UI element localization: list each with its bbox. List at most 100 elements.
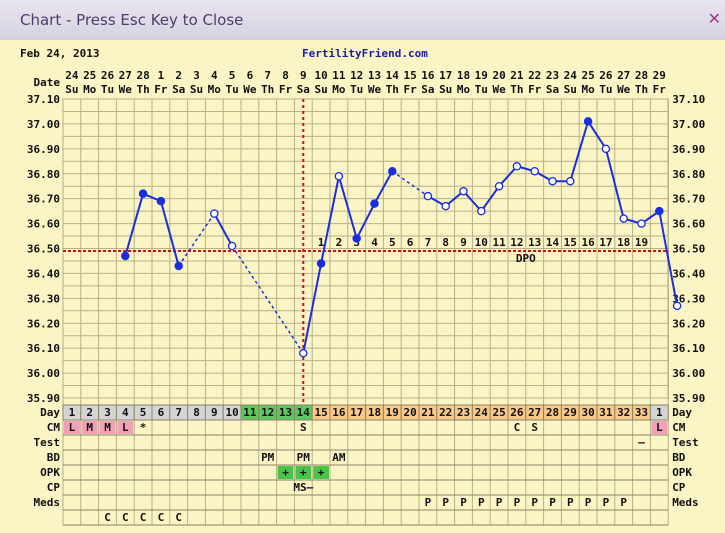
weekday-label: Su [314,83,327,96]
chart-date: Feb 24, 2013 [20,47,100,60]
temp-point [174,261,183,271]
date-label: 16 [421,69,435,82]
y-tick-label-left: 37.00 [27,118,60,131]
y-tick-label-right: 36.10 [672,342,705,355]
temp-segment [498,165,518,187]
date-label: 10 [314,69,327,82]
cycle-day-number: 4 [122,406,129,419]
date-label: 4 [211,69,218,82]
temp-segment [178,213,215,267]
weekday-label: We [119,83,133,96]
weekday-label: We [243,83,257,96]
temp-point [619,214,628,223]
y-tick-label-left: 36.00 [27,367,60,380]
weekday-label: Mo [332,83,346,96]
date-label: 25 [83,69,96,82]
weekday-label: Sa [172,83,185,96]
date-label: 29 [653,69,666,82]
cycle-day-number: 18 [368,406,381,419]
site-link[interactable]: FertilityFriend.com [302,47,428,60]
row-label-right: Meds [672,496,699,509]
meds-value: P [549,496,556,509]
row-label-left: OPK [40,466,60,479]
weekday-label: Fr [279,83,293,96]
cm-value: L [656,421,663,434]
date-label: 14 [386,69,400,82]
weekday-label: Mo [457,83,471,96]
y-tick-label-right: 36.80 [672,168,705,181]
cycle-day-number: 22 [439,406,452,419]
weekday-label: Fr [653,83,667,96]
opk-value: + [318,466,325,479]
y-tick-label-right: 37.10 [672,93,705,106]
opk-positive-cell [295,466,312,479]
temp-point [512,162,522,171]
extra-value: C [140,511,147,524]
meds-value: P [496,496,503,509]
y-tick-label-right: 37.00 [672,118,705,131]
opk-value: + [282,466,289,479]
temp-segment [159,200,180,267]
weekday-label: Th [510,83,523,96]
date-label: 28 [635,69,648,82]
y-tick-label-right: 36.70 [672,193,705,206]
cycle-day-number: 3 [104,406,111,419]
date-label: 15 [403,69,416,82]
cycle-day-number: 26 [510,406,524,419]
extra-value: C [104,511,111,524]
weekday-label: Sa [546,83,559,96]
temp-point [156,196,166,206]
cycle-day-number: 27 [528,406,541,419]
cycle-day-number: 23 [457,406,470,419]
temp-segment [569,121,590,182]
date-label: 6 [247,69,254,82]
temp-point [423,191,433,201]
cycle-day-number: 25 [492,406,505,419]
date-label: 3 [193,69,200,82]
date-label: 8 [282,69,289,82]
date-label: 7 [264,69,271,82]
date-label: 22 [528,69,541,82]
cycle-day-number: 30 [581,406,594,419]
cycle-day-number: 1 [656,406,663,419]
temp-segment [658,210,679,306]
date-label: 19 [475,69,488,82]
weekday-label: Mo [581,83,595,96]
meds-value: P [531,496,538,509]
cycle-day-number: 5 [140,406,147,419]
close-icon[interactable]: ✕ [707,9,721,28]
row-label-right: CM [672,421,686,434]
cycle-day-number: 8 [193,406,200,419]
cycle-day-number: 10 [225,406,238,419]
weekday-label: Sa [421,83,434,96]
temp-segment [124,193,145,257]
cycle-day-number: 17 [350,406,363,419]
date-label: 17 [439,69,452,82]
date-label: 27 [617,69,630,82]
meds-value: P [425,496,432,509]
cycle-day-number: 1 [69,406,76,419]
temp-segment [604,148,625,219]
date-label: 9 [300,69,307,82]
cm-value: S [300,421,307,434]
weekday-label: We [368,83,382,96]
y-tick-label-left: 37.10 [27,93,60,106]
temp-point [388,167,397,176]
meds-value: P [620,496,627,509]
cycle-day-number: 7 [175,406,182,419]
temp-segment [373,170,394,205]
cycle-day-number: 20 [403,406,416,419]
y-tick-label-right: 36.90 [672,143,705,156]
weekday-label: Su [564,83,577,96]
date-label: 18 [457,69,470,82]
temp-point [583,117,593,126]
weekday-label: Tu [475,83,488,96]
date-label: 24 [65,69,79,82]
temp-point [299,348,308,358]
weekday-label: Fr [528,83,542,96]
temp-point [530,167,539,176]
weekday-label: Fr [403,83,417,96]
dpo-number: 18 [617,236,630,249]
y-tick-label-left: 36.90 [27,143,60,156]
